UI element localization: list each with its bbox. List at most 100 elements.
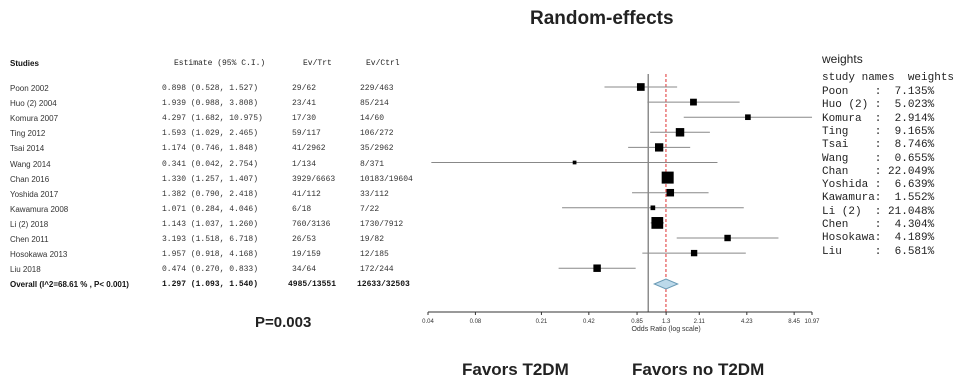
study-ev-trt: 1/134	[292, 159, 317, 169]
x-tick-label: 0.21	[536, 319, 548, 325]
study-ev-trt: 6/18	[292, 204, 312, 214]
overall-ev-trt: 4985/13551	[288, 280, 337, 289]
weights-title: weights	[822, 52, 863, 66]
study-estimate: 1.957 (0.918, 4.168)	[162, 250, 259, 260]
x-tick-label: 0.42	[583, 319, 595, 325]
study-ev-trt: 29/62	[292, 84, 317, 93]
study-ev-ctrl: 35/2962	[360, 144, 394, 154]
weight-row: Chan : 22.049%	[822, 165, 935, 178]
weight-row: Kawamura: 1.552%	[822, 192, 935, 205]
study-estimate: 1.330 (1.257, 1.407)	[162, 174, 259, 184]
chart-title: Random-effects	[530, 8, 674, 29]
study-marker	[661, 171, 674, 184]
overall-ev-ctrl: 12633/32503	[357, 280, 410, 289]
study-marker	[572, 160, 577, 165]
weight-row: Yoshida : 6.639%	[822, 179, 935, 192]
study-estimate: 0.474 (0.270, 0.833)	[162, 265, 259, 275]
study-name: Huo (2) 2004	[10, 99, 57, 109]
study-name: Yoshida 2017	[10, 189, 59, 199]
study-marker	[690, 249, 698, 257]
study-name: Tsai 2014	[10, 144, 45, 154]
x-tick-label: 4.23	[741, 319, 753, 325]
weights-list: study names weights Poon : 7.135% Huo (2)…	[814, 70, 972, 270]
study-marker	[651, 217, 664, 229]
header-ev-trt: Ev/Trt	[303, 59, 332, 68]
study-estimate: 1.382 (0.790, 2.418)	[162, 189, 259, 199]
study-ev-trt: 34/64	[292, 265, 317, 275]
x-tick-label: 1.3	[662, 319, 671, 325]
study-estimate: 1.593 (1.029, 2.465)	[162, 129, 259, 139]
x-tick-label: 0.08	[470, 319, 482, 325]
study-marker	[724, 234, 731, 242]
study-ev-ctrl: 10183/19604	[360, 174, 413, 184]
study-ev-trt: 59/117	[292, 129, 321, 139]
header-ev-ctrl: Ev/Ctrl	[366, 59, 400, 68]
study-ev-trt: 41/2962	[292, 144, 326, 154]
study-name: Chan 2016	[10, 174, 50, 184]
study-ev-ctrl: 106/272	[360, 129, 394, 139]
weight-row: Li (2) : 21.048%	[822, 205, 935, 218]
study-name: Kawamura 2008	[10, 204, 69, 214]
study-marker	[666, 188, 675, 197]
study-marker	[593, 264, 601, 272]
x-axis-label: Odds Ratio (log scale)	[631, 326, 700, 333]
p-value: P=0.003	[255, 314, 312, 331]
weight-row: Komura : 2.914%	[822, 112, 935, 125]
favors-t2dm-label: Favors T2DM	[462, 360, 569, 379]
study-ev-trt: 41/112	[292, 189, 321, 199]
study-estimate: 3.193 (1.518, 6.718)	[162, 235, 259, 244]
study-marker	[690, 98, 697, 106]
study-name: Wang 2014	[10, 159, 51, 169]
study-name: Liu 2018	[10, 265, 41, 275]
overall-estimate: 1.297 (1.093, 1.540)	[162, 280, 259, 289]
x-tick-label: 0.04	[422, 319, 434, 325]
study-estimate: 1.071 (0.284, 4.046)	[162, 204, 259, 214]
study-marker	[675, 128, 685, 137]
study-ev-ctrl: 14/60	[360, 114, 385, 124]
overall-diamond	[652, 278, 679, 290]
study-name: Hosokawa 2013	[10, 250, 68, 260]
x-tick-label: 10.97	[804, 319, 820, 325]
study-estimate: 1.174 (0.746, 1.848)	[162, 144, 259, 154]
x-tick-label: 8.45	[788, 319, 800, 325]
study-ev-ctrl: 12/185	[360, 250, 389, 260]
weight-row: Chen : 4.304%	[822, 219, 935, 231]
study-ev-trt: 19/159	[292, 250, 321, 260]
study-ev-ctrl: 85/214	[360, 99, 389, 109]
study-ev-ctrl: 7/22	[360, 204, 380, 214]
study-marker	[654, 143, 664, 152]
study-ev-trt: 3929/6663	[292, 174, 336, 184]
study-marker	[745, 114, 751, 121]
study-ev-ctrl: 1730/7912	[360, 219, 404, 229]
header-studies: Studies	[10, 59, 39, 68]
forest-plot: 0.04 0.08 0.21 0.42 0.85 1.3 2.11 4.23 8.45 10.97…	[422, 74, 820, 333]
study-name: Poon 2002	[10, 84, 49, 93]
weight-row: Tsai : 8.746%	[822, 139, 935, 152]
study-ev-ctrl: 8/371	[360, 159, 385, 169]
study-name: Ting 2012	[10, 129, 46, 139]
study-name: Chen 2011	[10, 235, 49, 244]
study-table: Studies Estimate (95% C.I.) Ev/Trt Ev/Ct…	[0, 0, 430, 300]
x-tick-label: 0.85	[631, 319, 643, 325]
study-ev-ctrl: 19/82	[360, 235, 385, 244]
study-estimate: 4.297 (1.682, 10.975)	[162, 114, 263, 124]
study-ev-trt: 760/3136	[292, 219, 331, 229]
weight-row: Ting : 9.165%	[822, 125, 935, 138]
weight-row: Wang : 0.655%	[822, 152, 935, 165]
study-ev-trt: 17/30	[292, 114, 317, 124]
header-estimate: Estimate (95% C.I.)	[174, 59, 266, 68]
study-ev-ctrl: 33/112	[360, 189, 389, 199]
study-estimate: 0.341 (0.042, 2.754)	[162, 159, 259, 169]
weight-row: Hosokawa: 4.189%	[822, 232, 935, 245]
weight-row: Poon : 7.135%	[822, 86, 935, 98]
study-estimate: 1.143 (1.037, 1.260)	[162, 219, 259, 229]
weights-header: study names weights	[822, 72, 955, 84]
study-marker	[650, 205, 656, 211]
study-estimate: 0.898 (0.528, 1.527)	[162, 84, 259, 93]
study-ev-ctrl: 229/463	[360, 84, 394, 93]
study-name: Komura 2007	[10, 114, 59, 124]
x-tick-label: 2.11	[694, 319, 706, 325]
overall-study: Overall (I^2=68.61 % , P< 0.001)	[10, 280, 129, 289]
study-ev-trt: 23/41	[292, 99, 317, 109]
study-marker	[636, 83, 645, 91]
